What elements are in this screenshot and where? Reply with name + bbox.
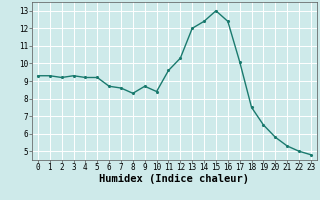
X-axis label: Humidex (Indice chaleur): Humidex (Indice chaleur) <box>100 174 249 184</box>
